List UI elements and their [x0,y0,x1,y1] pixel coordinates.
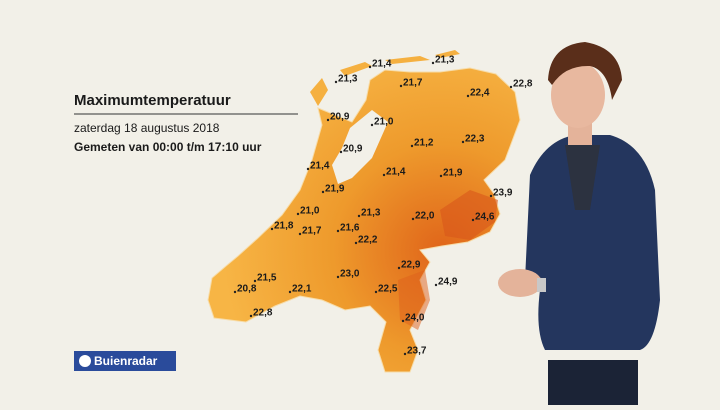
station-dot [339,150,343,154]
station-dot [397,266,401,270]
station-temperature: 23,7 [407,346,427,357]
hot-east [440,190,498,240]
station-dot [298,232,302,236]
station-dot [431,61,435,65]
station-dot [336,229,340,233]
station-temperature: 23,0 [340,269,360,280]
station-temperature: 24,9 [438,277,458,288]
station-dot [249,314,253,318]
shirt [565,145,600,210]
presenter [498,42,660,405]
station-temperature: 22,3 [465,134,485,145]
ijsselmeer [332,110,388,184]
station-dot [306,167,310,171]
measured-period: Gemeten van 00:00 t/m 17:10 uur [74,140,262,154]
station-temperature: 21,0 [300,206,320,217]
station-temperature: 22,5 [378,284,398,295]
station-temperature: 21,3 [435,55,455,66]
stations: 21,4 21,3 21,3 21,7 22,8 22,4 20,9 21,0 22,3 20,9… [233,55,533,357]
station-dot [357,214,361,218]
station-dot [368,65,372,69]
station-temperature: 20,9 [343,144,363,155]
station-dot [439,174,443,178]
station-dot [466,94,470,98]
station-dot [403,352,407,356]
wadden [340,62,372,76]
station-temperature: 22,1 [292,284,312,295]
station-temperature: 21,0 [374,117,394,128]
hands [498,269,542,297]
station-temperature: 21,3 [361,208,381,219]
station-temperature: 21,7 [403,78,423,89]
watch [537,278,546,292]
wadden-3 [435,50,460,58]
station-temperature: 21,7 [302,226,322,237]
station-dot [336,275,340,279]
station-temperature: 21,6 [340,223,360,234]
station-dot [370,123,374,127]
station-temperature: 22,8 [253,308,273,319]
station-dot [509,85,513,89]
station-temperature: 22,8 [513,79,533,90]
station-temperature: 22,4 [470,88,490,99]
map [207,50,521,373]
station-temperature: 24,6 [475,212,495,223]
station-dot [410,144,414,148]
station-temperature: 20,8 [237,284,257,295]
jacket [525,135,660,350]
logo-icon [79,355,91,367]
station-temperature: 21,9 [443,168,463,179]
station-temperature: 21,5 [257,273,277,284]
hair [548,42,622,100]
station-dot [401,319,405,323]
station-dot [270,227,274,231]
hot-south [398,270,430,330]
station-temperature: 21,3 [338,74,358,85]
face [551,62,605,128]
station-dot [434,283,438,287]
station-temperature: 21,4 [372,59,392,70]
station-temperature: 23,9 [493,188,513,199]
station-temperature: 20,9 [330,112,350,123]
station-dot [382,173,386,177]
station-dot [326,118,330,122]
station-dot [489,194,493,198]
station-temperature: 21,2 [414,138,434,149]
station-dot [296,212,300,216]
station-temperature: 22,9 [401,260,421,271]
texel [310,78,328,106]
station-dot [288,290,292,294]
logo: Buienradar [74,351,176,371]
trousers [548,360,638,405]
station-dot [471,218,475,222]
station-dot [321,190,325,194]
station-dot [374,290,378,294]
land [207,67,521,373]
logo-text: Buienradar [94,354,158,368]
station-dot [253,279,257,283]
station-dot [354,241,358,245]
station-temperature: 21,4 [386,167,406,178]
station-temperature: 22,0 [415,211,435,222]
station-temperature: 24,0 [405,313,425,324]
station-dot [399,84,403,88]
title: Maximumtemperatuur [74,92,231,109]
logo-box [74,351,176,371]
station-temperature: 21,9 [325,184,345,195]
station-dot [411,217,415,221]
station-dot [461,140,465,144]
station-dot [334,80,338,84]
wadden-2 [385,56,430,64]
date: zaterdag 18 augustus 2018 [74,121,220,135]
station-dot [233,290,237,294]
station-temperature: 22,2 [358,235,378,246]
station-temperature: 21,4 [310,161,330,172]
station-temperature: 21,8 [274,221,294,232]
